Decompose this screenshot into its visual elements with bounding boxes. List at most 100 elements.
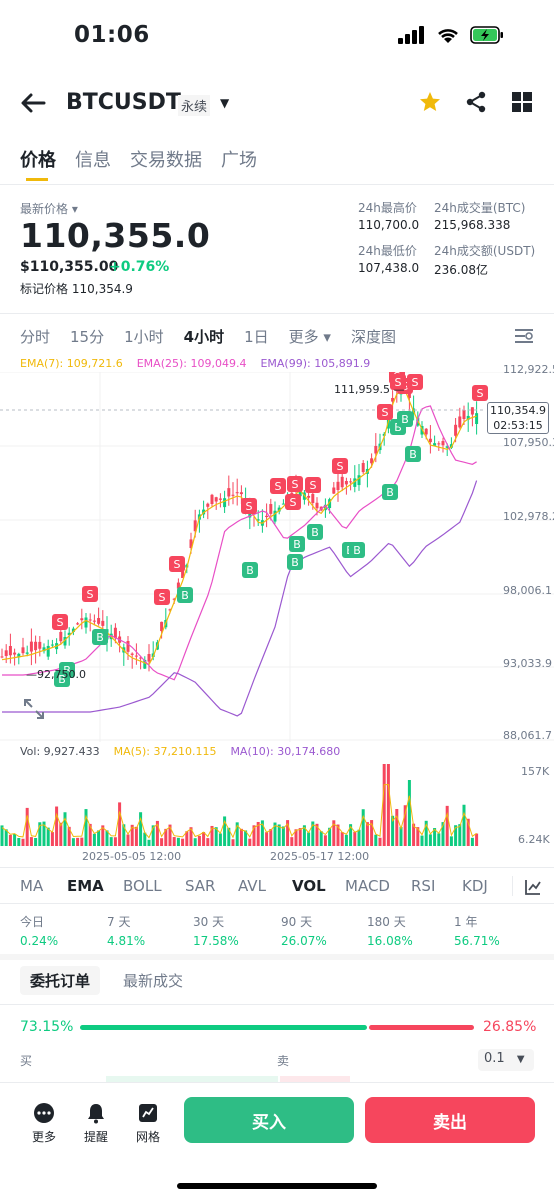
indicator-sar[interactable]: SAR: [185, 877, 216, 895]
volume-bar: [63, 812, 67, 846]
candle-body: [332, 487, 336, 494]
candle-body: [76, 623, 80, 625]
buy-signal-label: B: [96, 631, 104, 644]
volume-bar: [374, 834, 378, 846]
sell-signal-marker: [169, 556, 185, 572]
volume-bar: [67, 826, 71, 846]
nav-grid[interactable]: 网格: [136, 1102, 160, 1145]
candle-body: [42, 647, 46, 652]
pair-symbol[interactable]: BTCUSDT: [66, 90, 181, 115]
time-axis-label: 2025-05-17 12:00: [270, 850, 370, 863]
ema25-line: [2, 405, 477, 681]
candle-body: [227, 488, 231, 497]
volume-bar: [0, 825, 4, 846]
nav-alert[interactable]: 提醒: [84, 1102, 108, 1145]
volume-bar: [164, 828, 168, 846]
volume-bar: [46, 827, 50, 846]
interval-1h[interactable]: 1小时: [124, 328, 164, 346]
back-arrow-icon[interactable]: [18, 88, 48, 118]
candle-body: [130, 653, 134, 655]
sell-signal-label: S: [87, 588, 94, 601]
volume-bar: [445, 805, 449, 846]
candle-body: [458, 416, 462, 428]
expand-chart-icon[interactable]: [22, 697, 46, 721]
buy-signal-marker: [92, 629, 108, 645]
tab-square[interactable]: 广场: [221, 150, 257, 171]
volume-bar: [172, 837, 176, 846]
indicator-settings-icon[interactable]: [524, 878, 542, 896]
volume-bar: [151, 825, 155, 846]
indicator-avl[interactable]: AVL: [238, 877, 266, 895]
tab-trading-data[interactable]: 交易数据: [130, 150, 202, 171]
interval-15m[interactable]: 15分: [70, 328, 105, 346]
interval-line[interactable]: 分时: [20, 328, 51, 346]
interval-4h[interactable]: 4小时: [183, 328, 225, 346]
ema7-line: [1, 389, 477, 666]
candle-body: [101, 620, 105, 626]
candle-body: [92, 620, 96, 622]
share-icon[interactable]: [464, 90, 488, 114]
volume-bar: [391, 815, 395, 846]
volume-bar: [302, 825, 306, 846]
volume-bar: [256, 821, 260, 846]
candlestick-chart[interactable]: SSSSSSSSSSSSSSSSBBBBBBBBBBBBBB: [0, 372, 554, 742]
volume-bar: [97, 830, 101, 846]
tab-info[interactable]: 信息: [75, 150, 111, 171]
interval-1d[interactable]: 1日: [244, 328, 269, 346]
interval-more[interactable]: 更多 ▾: [288, 328, 331, 346]
tab-orders[interactable]: 委托订单: [20, 966, 101, 995]
candle-body: [273, 510, 277, 522]
buy-signal-marker: [242, 562, 258, 578]
sell-signal-label: S: [290, 496, 297, 509]
high-marker-label: 111,959.5 —: [334, 383, 405, 396]
buy-signal-label: B: [311, 526, 319, 539]
indicator-kdj[interactable]: KDJ: [462, 877, 488, 895]
candle-body: [353, 478, 357, 487]
volume-bar: [160, 838, 164, 846]
indicator-rsi[interactable]: RSI: [411, 877, 436, 895]
volume-bar: [185, 831, 189, 846]
candle-body: [176, 582, 180, 589]
pair-dropdown-icon[interactable]: ▼: [220, 96, 230, 110]
vol-ma5-label: MA(5): 37,210.115: [113, 745, 217, 758]
star-icon[interactable]: [418, 90, 442, 114]
buy-button[interactable]: 买入: [184, 1097, 354, 1143]
sell-signal-marker: [154, 589, 170, 605]
volume-bar: [319, 831, 323, 846]
volume-bar: [109, 837, 113, 846]
sell-ratio-fill: [368, 1025, 474, 1030]
sell-signal-label: S: [477, 387, 484, 400]
buy-signal-label: B: [246, 564, 254, 577]
volume-bar: [59, 822, 63, 846]
candle-body: [336, 481, 340, 490]
tab-trades[interactable]: 最新成交: [123, 972, 184, 990]
candle-body: [71, 628, 75, 632]
candle-body: [344, 480, 348, 485]
sell-signal-label: S: [57, 616, 64, 629]
last-price-label[interactable]: 最新价格 ▾: [20, 202, 78, 216]
indicator-ema[interactable]: EMA: [67, 877, 104, 895]
candle-body: [21, 647, 25, 654]
tab-price[interactable]: 价格: [20, 150, 56, 171]
indicator-macd[interactable]: MACD: [345, 877, 390, 895]
nav-more[interactable]: 更多: [32, 1102, 56, 1145]
indicator-vol[interactable]: VOL: [292, 877, 326, 895]
volume-bar: [361, 809, 365, 846]
precision-select[interactable]: 0.1 ▼: [478, 1049, 534, 1071]
price-axis-label: 98,006.1: [503, 584, 552, 597]
volume-bar: [210, 825, 214, 846]
grid-menu-icon[interactable]: [510, 90, 534, 114]
indicator-ma[interactable]: MA: [20, 877, 44, 895]
candle-body: [88, 619, 92, 621]
candle-body: [206, 503, 210, 507]
indicator-boll[interactable]: BOLL: [123, 877, 162, 895]
candle-body: [391, 397, 395, 402]
volume-bar: [311, 821, 315, 846]
sell-button[interactable]: 卖出: [365, 1097, 535, 1143]
candle-body: [80, 618, 84, 621]
volume-bar: [395, 808, 399, 846]
interval-depth[interactable]: 深度图: [350, 328, 396, 346]
chart-settings-icon[interactable]: [514, 327, 534, 345]
sell-ratio: 26.85%: [483, 1019, 537, 1035]
volume-bar: [252, 825, 256, 846]
